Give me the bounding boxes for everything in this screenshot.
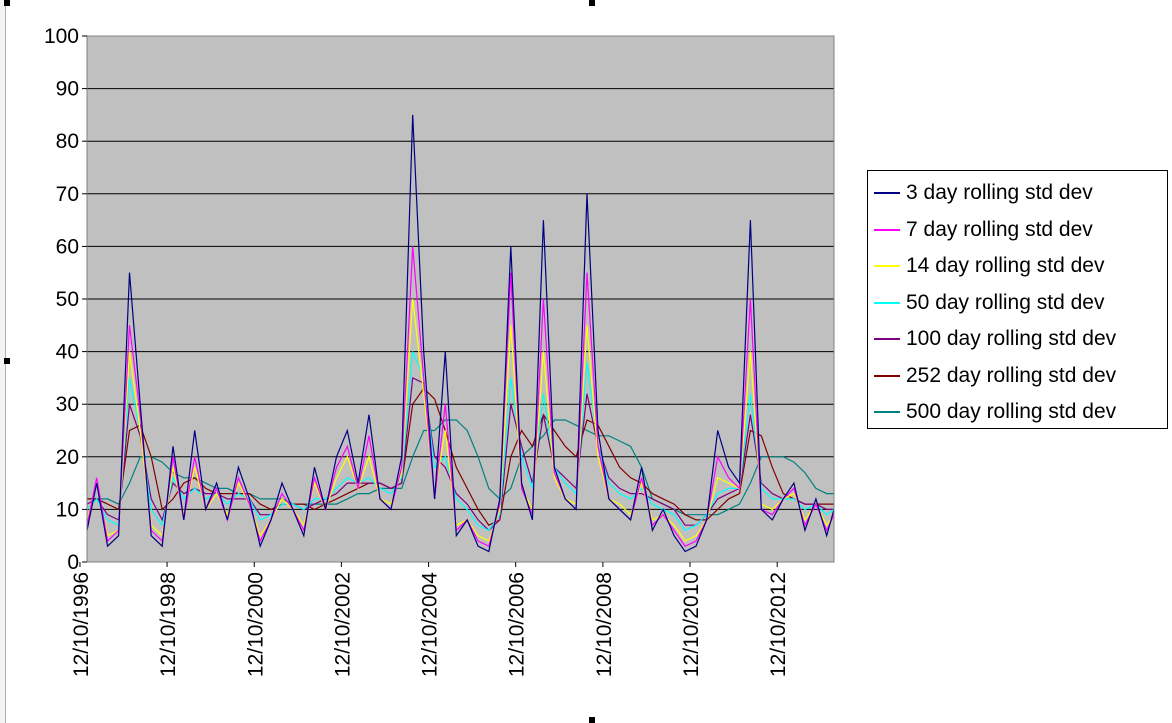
legend-label-1: 7 day rolling std dev [906,217,1093,241]
y-tick-label-10: 10 [56,498,79,521]
legend-label-4: 100 day rolling std dev [906,327,1117,350]
y-tick-label-20: 20 [56,446,79,469]
legend-swatch-1 [874,228,900,231]
gridlines [87,35,834,510]
x-tick-label-4: 12/10/2004 [419,572,442,677]
legend-swatch-2 [874,265,900,267]
legend-swatch-5 [874,374,900,377]
legend-item-6: 500 day rolling std dev [874,394,1116,430]
y-tick-label-40: 40 [56,341,79,364]
x-tick-label-6: 12/10/2008 [593,572,616,677]
legend-label-2: 14 day rolling std dev [906,254,1105,277]
y-tick-label-0: 0 [67,551,79,574]
legend-label-5: 252 day rolling std dev [906,363,1117,387]
y-tick-label-100: 100 [44,25,79,48]
legend-swatch-0 [874,192,900,194]
series-line-4 [86,376,834,532]
selection-handle-middle-left[interactable] [4,358,10,364]
legend-label-6: 500 day rolling std dev [906,400,1117,423]
x-tick-labels: 12/10/1996 12/10/1998 12/10/2000 12/10/2002… [70,562,790,677]
y-tick-labels: 0 10 20 30 40 50 60 70 80 90 100 [44,25,87,574]
x-tick-label-1: 12/10/1998 [157,572,180,677]
legend-item-1: 7 day rolling std dev [874,212,1093,248]
legend-label-0: 3 day rolling std dev [906,181,1093,204]
x-tick-label-2: 12/10/2000 [244,572,267,677]
x-tick-label-7: 12/10/2010 [680,572,703,677]
x-tick-label-3: 12/10/2002 [331,572,354,677]
y-tick-label-70: 70 [56,183,79,206]
legend-item-3: 50 day rolling std dev [874,285,1104,321]
selection-handle-bottom-center[interactable] [589,717,595,723]
legend-item-5: 252 day rolling std dev [874,358,1116,394]
legend-swatch-4 [874,338,900,340]
y-tick-label-80: 80 [56,130,79,153]
y-tick-label-60: 60 [56,235,79,258]
x-tick-label-0: 12/10/1996 [70,572,93,677]
y-tick-label-90: 90 [56,78,79,101]
legend-item-4: 100 day rolling std dev [874,321,1116,357]
legend-item-2: 14 day rolling std dev [874,248,1104,284]
x-tick-label-8: 12/10/2012 [767,572,790,677]
series-line-5 [87,387,834,526]
selection-handle-top-center[interactable] [589,0,595,6]
series-line-0 [86,114,835,553]
y-tick-label-50: 50 [56,288,79,311]
x-tick-label-5: 12/10/2006 [506,572,529,677]
series-line-1 [86,246,835,548]
legend-swatch-6 [874,411,900,413]
legend-swatch-3 [874,301,900,304]
y-tick-label-30: 30 [56,393,79,416]
series-line-2 [86,298,835,542]
legend-item-0: 3 day rolling std dev [874,175,1093,211]
legend-label-3: 50 day rolling std dev [906,290,1105,314]
series-lines [86,114,835,553]
legend: 3 day rolling std dev 7 day rolling std d… [867,170,1168,429]
selection-handle-top-left[interactable] [4,0,10,6]
